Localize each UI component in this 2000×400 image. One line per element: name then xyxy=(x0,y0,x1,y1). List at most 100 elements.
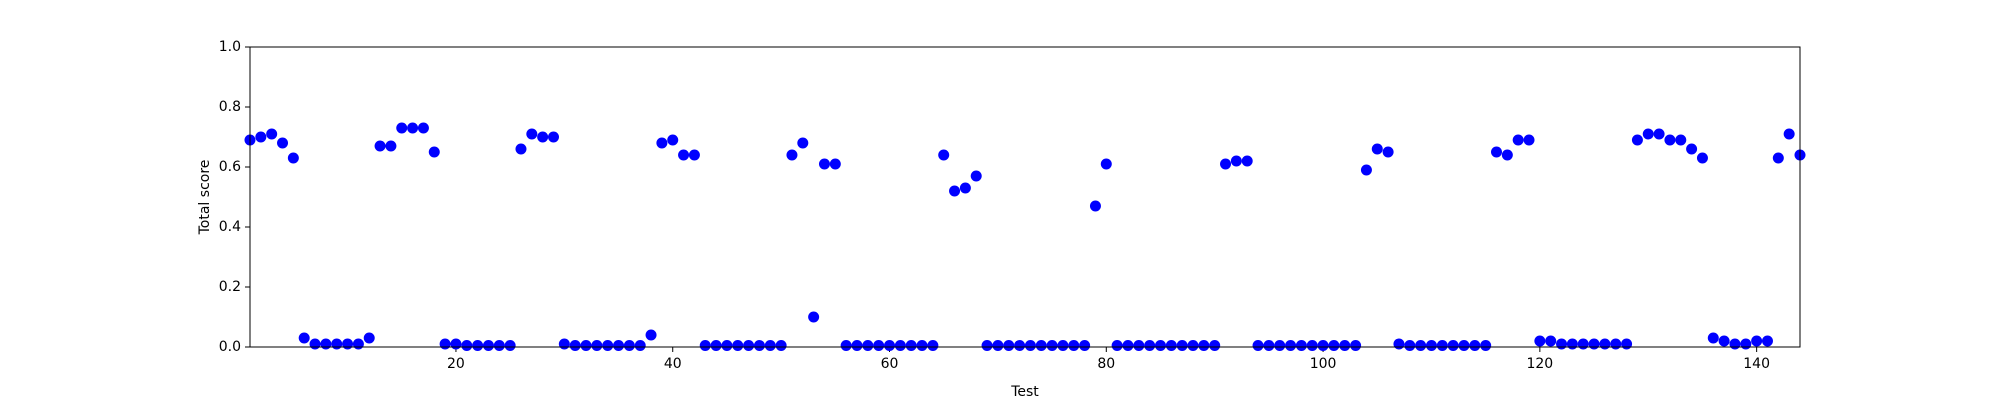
point xyxy=(1263,340,1275,351)
x-tick-label: 80 xyxy=(1097,356,1115,372)
point xyxy=(1014,340,1026,351)
point xyxy=(873,340,885,351)
point xyxy=(1783,128,1795,140)
point xyxy=(428,146,440,158)
point xyxy=(385,140,397,152)
point xyxy=(287,152,299,164)
point xyxy=(667,134,679,146)
point xyxy=(1220,158,1232,170)
point xyxy=(1729,338,1741,350)
point xyxy=(710,340,722,351)
point xyxy=(775,340,787,351)
point xyxy=(1350,340,1362,351)
point xyxy=(417,122,429,134)
point xyxy=(645,329,657,341)
point xyxy=(1751,335,1763,347)
point xyxy=(1176,340,1188,351)
x-axis-label: Test xyxy=(1010,384,1039,400)
x-tick-label: 140 xyxy=(1743,356,1770,372)
point xyxy=(1144,340,1156,351)
point xyxy=(1068,340,1080,351)
point xyxy=(862,340,874,351)
point xyxy=(1241,155,1253,167)
point xyxy=(1154,340,1166,351)
plot-frame xyxy=(249,46,1801,348)
point xyxy=(1664,134,1676,146)
point xyxy=(1003,340,1015,351)
point xyxy=(992,340,1004,351)
x-tick-label: 40 xyxy=(664,356,682,372)
x-tick-label: 20 xyxy=(447,356,465,372)
point xyxy=(526,128,538,140)
point xyxy=(1772,152,1784,164)
point xyxy=(515,143,527,155)
point xyxy=(602,340,614,351)
point xyxy=(1599,338,1611,350)
point xyxy=(808,311,820,323)
point xyxy=(309,338,321,350)
point xyxy=(1360,164,1372,176)
point xyxy=(1653,128,1665,140)
point xyxy=(949,185,961,197)
point xyxy=(1447,340,1459,351)
point xyxy=(558,338,570,350)
y-tick-label: 0.8 xyxy=(219,99,241,115)
point xyxy=(1371,143,1383,155)
point xyxy=(1696,152,1708,164)
point xyxy=(927,340,939,351)
point xyxy=(1165,340,1177,351)
point xyxy=(678,149,690,161)
point xyxy=(255,131,267,143)
point xyxy=(1046,340,1058,351)
point xyxy=(753,340,765,351)
point xyxy=(591,340,603,351)
point xyxy=(1274,340,1286,351)
point xyxy=(981,340,993,351)
point xyxy=(1089,200,1101,212)
point xyxy=(1122,340,1134,351)
point xyxy=(1469,340,1481,351)
point xyxy=(916,340,928,351)
point xyxy=(1458,340,1470,351)
point xyxy=(1707,332,1719,344)
point xyxy=(840,340,852,351)
point xyxy=(1425,340,1437,351)
point xyxy=(1209,340,1221,351)
x-tick-label: 120 xyxy=(1526,356,1553,372)
y-axis-label: Total score xyxy=(197,160,213,236)
point xyxy=(623,340,635,351)
point xyxy=(1436,340,1448,351)
point xyxy=(732,340,744,351)
point xyxy=(472,340,484,351)
point xyxy=(407,122,419,134)
point xyxy=(1035,340,1047,351)
point xyxy=(1382,146,1394,158)
point xyxy=(342,338,354,350)
point xyxy=(1675,134,1687,146)
point xyxy=(1740,338,1752,350)
point xyxy=(1534,335,1546,347)
y-tick-label: 0.2 xyxy=(219,279,241,295)
point xyxy=(1317,340,1329,351)
point xyxy=(569,340,581,351)
point xyxy=(786,149,798,161)
point xyxy=(266,128,278,140)
point xyxy=(1577,338,1589,350)
point xyxy=(1057,340,1069,351)
point xyxy=(1491,146,1503,158)
point xyxy=(1133,340,1145,351)
point xyxy=(1512,134,1524,146)
point xyxy=(1024,340,1036,351)
point xyxy=(1415,340,1427,351)
point xyxy=(439,338,451,350)
point xyxy=(1566,338,1578,350)
point xyxy=(829,158,841,170)
point xyxy=(938,149,950,161)
point xyxy=(504,340,516,351)
point xyxy=(1621,338,1633,350)
point xyxy=(688,149,700,161)
point xyxy=(851,340,863,351)
x-tick-label: 100 xyxy=(1310,356,1337,372)
point xyxy=(537,131,549,143)
y-tick-label: 0.0 xyxy=(219,339,241,355)
